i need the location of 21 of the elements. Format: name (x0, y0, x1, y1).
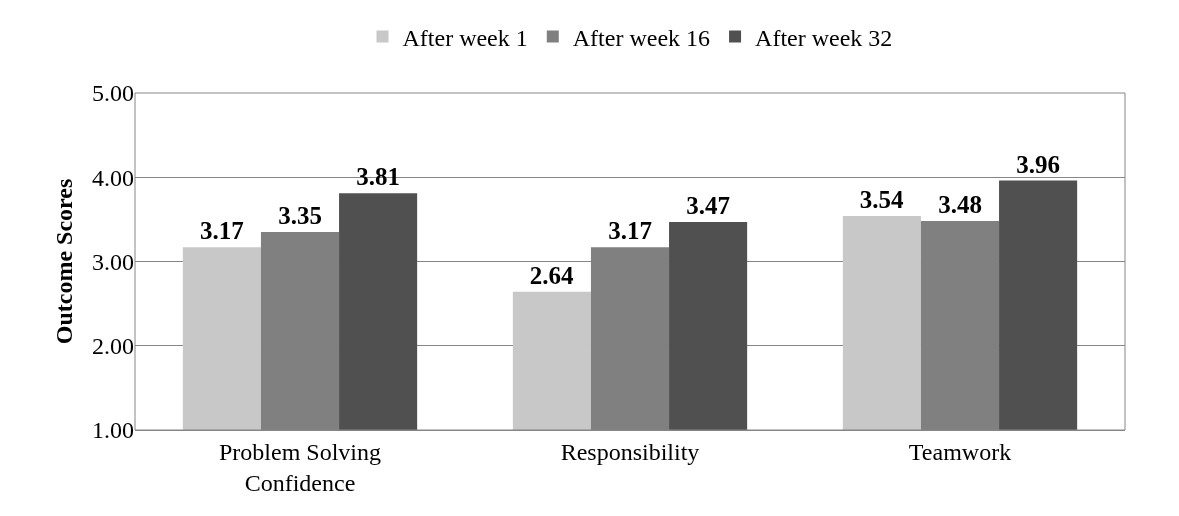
x-tick-label: Teamwork (908, 438, 1012, 465)
data-label: 3.35 (278, 202, 322, 230)
data-label: 3.48 (938, 191, 982, 219)
legend-label: After week 1 (402, 24, 528, 51)
y-tick-label: 2.00 (92, 333, 134, 360)
data-label: 3.17 (200, 217, 244, 245)
y-tick-label: 5.00 (92, 80, 134, 107)
data-label: 3.47 (686, 191, 730, 219)
x-tick-label: Problem Solving Confidence (218, 438, 382, 496)
y-axis-title: Outcome Scores (51, 178, 78, 345)
y-tick-label: 3.00 (92, 248, 134, 275)
legend-label: After week 32 (755, 24, 893, 51)
data-label: 3.81 (356, 163, 400, 191)
x-tick-label: Responsibility (560, 438, 700, 465)
legend-label: After week 16 (572, 24, 711, 51)
data-label: 3.54 (859, 186, 905, 214)
data-label: 3.96 (1016, 150, 1060, 178)
data-label: 3.17 (608, 217, 652, 245)
y-tick-label: 1.00 (92, 417, 134, 444)
y-tick-label: 4.00 (92, 164, 134, 191)
data-label: 2.64 (529, 261, 575, 289)
